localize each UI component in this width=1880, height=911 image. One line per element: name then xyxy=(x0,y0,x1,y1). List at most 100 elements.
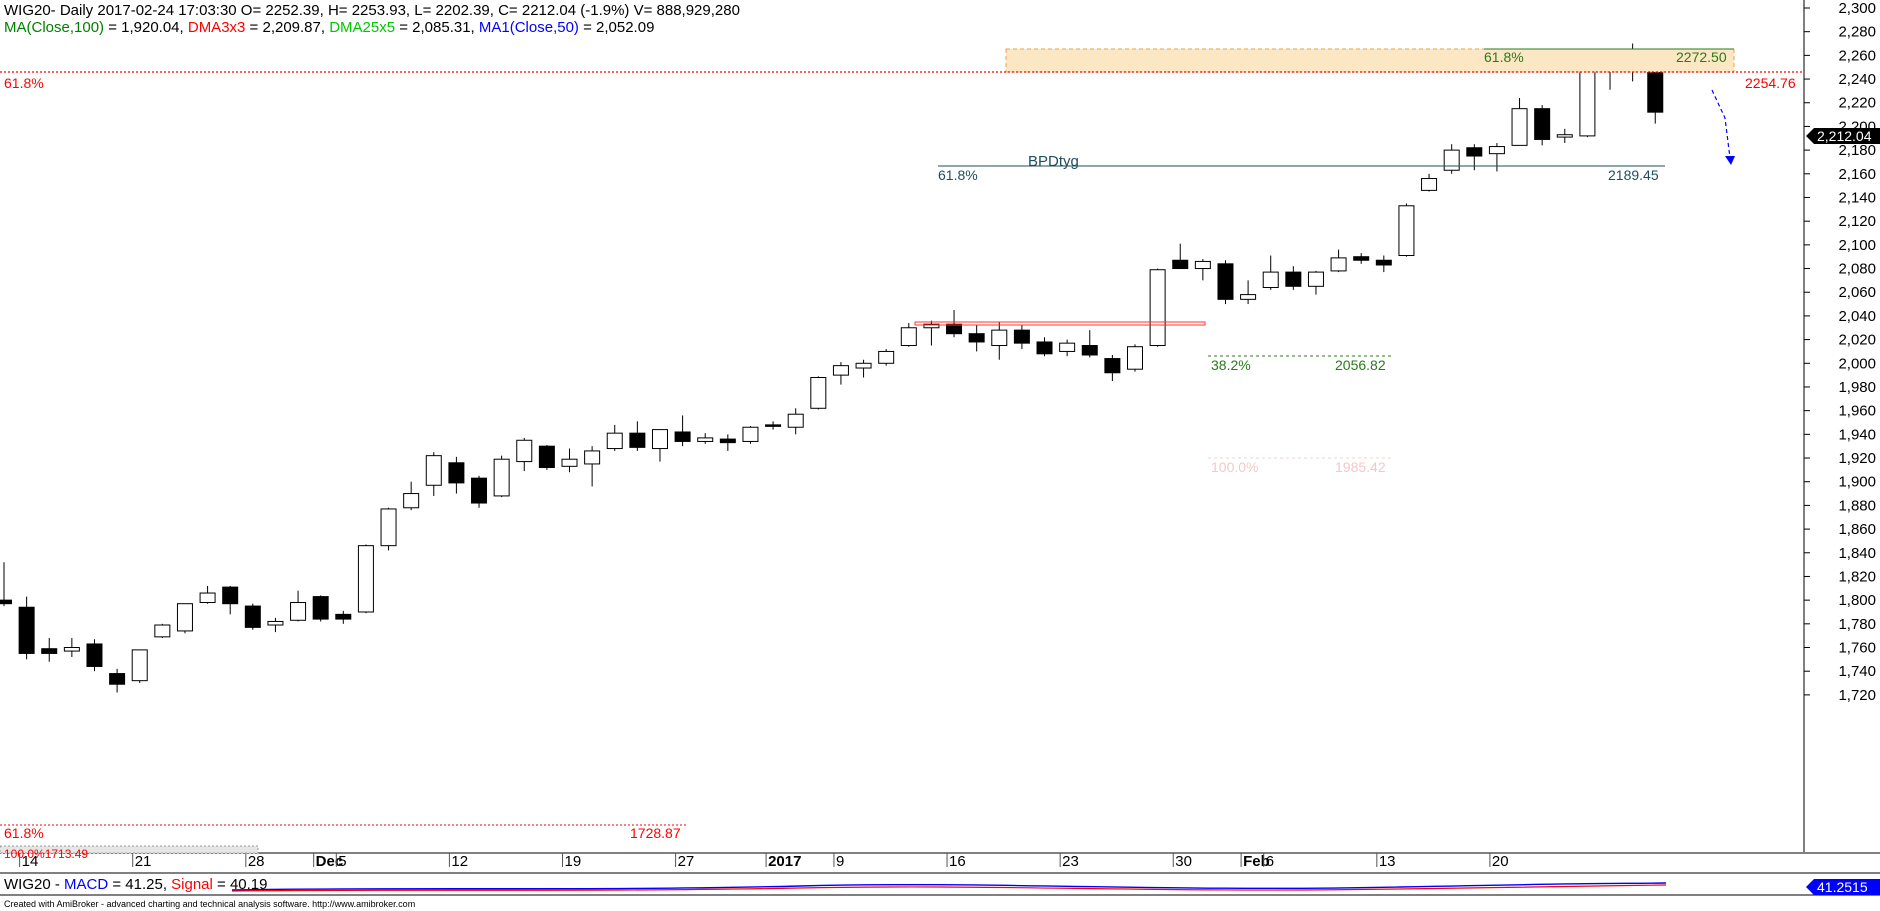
candle[interactable] xyxy=(606,424,623,451)
candle[interactable] xyxy=(176,603,193,634)
ma-legend-part: DMA3x3 xyxy=(188,19,250,36)
candle[interactable] xyxy=(1556,128,1573,144)
candle[interactable] xyxy=(674,415,691,447)
candle[interactable] xyxy=(1511,98,1528,146)
candle[interactable] xyxy=(1579,67,1596,138)
candle[interactable] xyxy=(923,320,940,346)
candle[interactable] xyxy=(1398,203,1415,257)
candle[interactable] xyxy=(1443,144,1460,174)
candle[interactable] xyxy=(719,434,736,451)
candle[interactable] xyxy=(765,421,782,430)
macd-value-tag-box xyxy=(1806,879,1880,895)
macd-legend: WIG20 - MACD = 41.25, Signal = 40.19 xyxy=(4,876,268,893)
y-tick-label: 1,980 xyxy=(1838,379,1876,396)
candle[interactable] xyxy=(357,544,374,614)
candle[interactable] xyxy=(448,456,465,494)
bpd-name-label: BPDtyg xyxy=(1028,153,1079,170)
candle[interactable] xyxy=(222,585,239,615)
candle[interactable] xyxy=(1307,270,1324,295)
x-tick-label: 16 xyxy=(949,853,966,870)
candle[interactable] xyxy=(742,426,759,444)
candle[interactable] xyxy=(1240,280,1257,305)
candle[interactable] xyxy=(199,585,216,604)
bpd-right-label: 2189.45 xyxy=(1608,167,1659,183)
candle[interactable] xyxy=(18,596,35,660)
candle[interactable] xyxy=(86,639,103,672)
candle[interactable] xyxy=(1013,325,1030,350)
candle[interactable] xyxy=(629,421,646,451)
x-tick-label: 5 xyxy=(338,853,346,870)
candle[interactable] xyxy=(900,323,917,347)
candle[interactable] xyxy=(516,437,533,472)
candle[interactable] xyxy=(335,610,352,624)
candle[interactable] xyxy=(1488,143,1505,172)
candle[interactable] xyxy=(1194,259,1211,281)
candle[interactable] xyxy=(312,595,329,622)
y-tick-label: 2,120 xyxy=(1838,213,1876,230)
candle[interactable] xyxy=(290,590,307,622)
macd-signal-line xyxy=(231,884,1667,892)
candle[interactable] xyxy=(810,376,827,410)
candle[interactable] xyxy=(1104,354,1121,382)
candle[interactable] xyxy=(267,617,284,633)
macd-legend-part: Signal xyxy=(171,876,213,893)
fib-zone-box[interactable] xyxy=(1005,48,1735,73)
candle[interactable] xyxy=(131,649,148,684)
candle[interactable] xyxy=(1059,339,1076,357)
candle[interactable] xyxy=(697,433,714,444)
macd-legend-part: = 40.19 xyxy=(213,876,268,893)
candle[interactable] xyxy=(1285,266,1302,290)
candle[interactable] xyxy=(471,475,488,508)
candle[interactable] xyxy=(109,668,126,693)
candle[interactable] xyxy=(1647,62,1664,124)
candle[interactable] xyxy=(946,309,963,338)
candle[interactable] xyxy=(538,445,555,470)
price-tag-box xyxy=(1806,128,1880,144)
x-tick-label: 20 xyxy=(1492,853,1509,870)
candle[interactable] xyxy=(1172,243,1189,270)
x-tick-label: 19 xyxy=(565,853,582,870)
candle[interactable] xyxy=(561,448,578,473)
candle[interactable] xyxy=(968,325,985,352)
candle[interactable] xyxy=(0,562,12,607)
candle[interactable] xyxy=(1217,260,1234,305)
candle[interactable] xyxy=(1534,105,1551,146)
candle[interactable] xyxy=(41,638,58,662)
candlestick-series xyxy=(0,43,1664,693)
candle[interactable] xyxy=(1375,255,1392,273)
candle[interactable] xyxy=(991,321,1008,360)
candle[interactable] xyxy=(878,349,895,366)
candle[interactable] xyxy=(154,623,171,639)
x-tick-label: 2017 xyxy=(768,853,801,870)
candle[interactable] xyxy=(1330,249,1347,273)
candle[interactable] xyxy=(1036,337,1053,357)
y-tick-label: 1,760 xyxy=(1838,640,1876,657)
y-tick-label: 1,740 xyxy=(1838,663,1876,680)
candle[interactable] xyxy=(651,429,668,462)
candle[interactable] xyxy=(244,603,261,630)
candle[interactable] xyxy=(493,455,510,498)
ma-legend-part: MA(Close,100) xyxy=(4,19,108,36)
candle[interactable] xyxy=(1262,255,1279,290)
resistance-band[interactable] xyxy=(914,321,1206,326)
x-tick-label: 28 xyxy=(248,853,265,870)
projection-arrow-line[interactable] xyxy=(1711,89,1731,159)
candle[interactable] xyxy=(1149,268,1166,347)
candle[interactable] xyxy=(832,362,849,385)
candle[interactable] xyxy=(1353,253,1370,264)
candle[interactable] xyxy=(1421,173,1438,192)
macd-value-tag: 41.2515 xyxy=(1817,879,1868,895)
candle[interactable] xyxy=(787,408,804,435)
y-tick-label: 1,800 xyxy=(1838,592,1876,609)
candle[interactable] xyxy=(425,452,442,496)
candle[interactable] xyxy=(1081,330,1098,358)
candle[interactable] xyxy=(63,638,80,657)
candle[interactable] xyxy=(584,446,601,487)
x-tick-label: 23 xyxy=(1062,853,1079,870)
candle[interactable] xyxy=(1127,344,1143,372)
candle[interactable] xyxy=(855,359,872,378)
y-tick-label: 1,720 xyxy=(1838,687,1876,704)
chart-header-line1: WIG20- Daily 2017-02-24 17:03:30 O= 2252… xyxy=(4,2,740,19)
candle[interactable] xyxy=(380,507,397,551)
candle[interactable] xyxy=(403,481,420,511)
